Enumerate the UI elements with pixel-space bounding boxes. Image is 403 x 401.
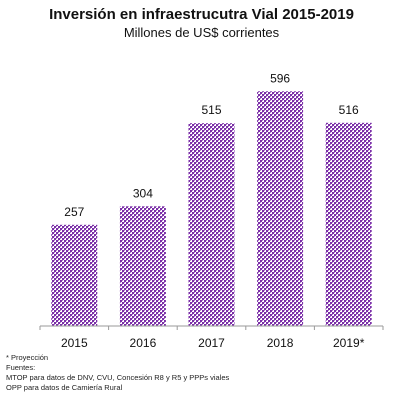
footnote-source-opp: OPP para datos de Camiería Rural bbox=[6, 383, 123, 392]
value-label-2019: 516 bbox=[339, 103, 359, 117]
x-ticks-group bbox=[39, 326, 384, 330]
category-label-2016: 2016 bbox=[130, 336, 157, 350]
chart-title: Inversión en infraestrucutra Vial 2015-2… bbox=[49, 6, 354, 23]
bar-2016 bbox=[119, 206, 166, 326]
bar-2017 bbox=[188, 123, 235, 326]
category-label-2018: 2018 bbox=[267, 336, 294, 350]
value-label-2018: 596 bbox=[270, 71, 290, 85]
value-labels-group: 257 304 515 596 516 bbox=[64, 71, 359, 219]
footnote-projection: * Proyección bbox=[6, 353, 49, 362]
category-label-2015: 2015 bbox=[61, 336, 88, 350]
category-label-2019: 2019* bbox=[333, 336, 365, 350]
bar-2019 bbox=[325, 122, 372, 326]
value-label-2016: 304 bbox=[133, 186, 153, 200]
category-label-2017: 2017 bbox=[198, 336, 225, 350]
footnote-source-mtop: MTOP para datos de DNV, CVU, Concesión R… bbox=[6, 373, 230, 382]
bar-2018 bbox=[257, 91, 304, 326]
bar-2015 bbox=[51, 224, 98, 326]
footnote-sources-heading: Fuentes: bbox=[6, 363, 36, 372]
bars-group bbox=[51, 91, 372, 326]
footnotes: * Proyección Fuentes: MTOP para datos de… bbox=[6, 353, 229, 393]
chart-subtitle: Millones de US$ corrientes bbox=[123, 25, 280, 40]
value-label-2015: 257 bbox=[64, 205, 84, 219]
category-labels-group: 2015 2016 2017 2018 2019* bbox=[61, 336, 365, 350]
value-label-2017: 515 bbox=[201, 103, 221, 117]
